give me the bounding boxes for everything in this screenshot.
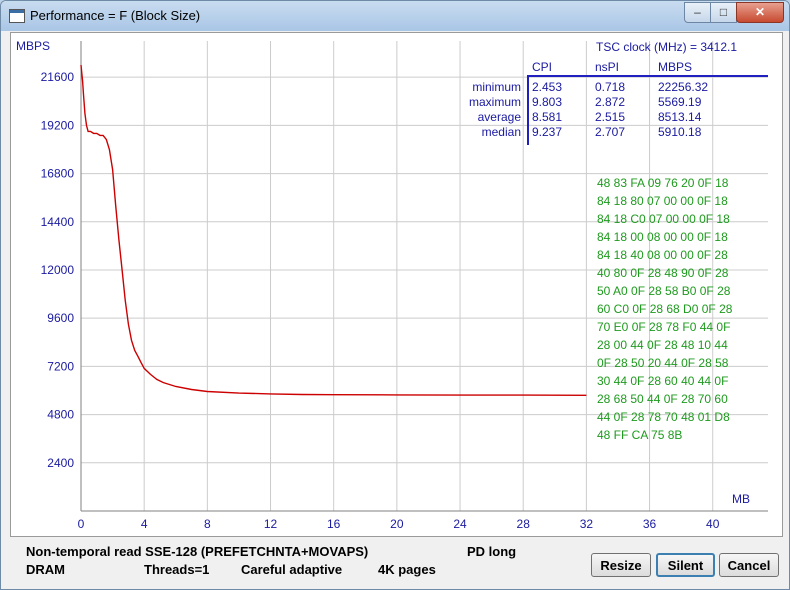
stats-mbps-value: 5910.18 — [658, 125, 702, 139]
y-tick-label: 2400 — [47, 456, 74, 470]
hex-dump-line: 50 A0 0F 28 58 B0 0F 28 — [597, 284, 731, 298]
hex-dump-line: 40 80 0F 28 48 90 0F 28 — [597, 266, 729, 280]
stats-nspi-value: 0.718 — [595, 80, 625, 94]
hex-dump-line: 70 E0 0F 28 78 F0 44 0F — [597, 320, 730, 334]
stats-header: MBPS — [658, 60, 692, 74]
stats-header: nsPI — [595, 60, 619, 74]
y-tick-label: 4800 — [47, 408, 74, 422]
window-title: Performance = F (Block Size) — [30, 8, 201, 23]
minimize-button[interactable]: – — [684, 2, 711, 23]
stats-mbps-value: 22256.32 — [658, 80, 708, 94]
stats-row-label: median — [482, 125, 521, 139]
hex-dump-line: 44 0F 28 78 70 48 01 D8 — [597, 410, 730, 424]
y-tick-label: 14400 — [41, 215, 75, 229]
x-tick-label: 32 — [580, 517, 594, 531]
pd-label: PD long — [467, 544, 517, 559]
maximize-button[interactable]: □ — [710, 2, 737, 23]
x-tick-label: 40 — [706, 517, 720, 531]
stats-row-label: maximum — [469, 95, 521, 109]
x-tick-label: 24 — [453, 517, 467, 531]
stats-cpi-value: 9.803 — [532, 95, 562, 109]
hex-dump-line: 28 68 50 44 0F 28 70 60 — [597, 392, 728, 406]
x-tick-label: 36 — [643, 517, 657, 531]
stats-header: CPI — [532, 60, 552, 74]
performance-chart: 0 4 8 12 16 20 24 28 32 36 40 2400 4800 7200 9600 12000… — [16, 39, 768, 531]
x-tick-label: 28 — [517, 517, 531, 531]
title-bar[interactable]: Performance = F (Block Size) – □ ✕ — [1, 1, 789, 31]
cancel-button[interactable]: Cancel — [719, 553, 779, 577]
hex-dump-line: 28 00 44 0F 28 48 10 44 — [597, 338, 728, 352]
hex-dump-line: 84 18 C0 07 00 00 0F 18 — [597, 212, 730, 226]
adaptive-label: Careful adaptive — [241, 562, 343, 577]
y-tick-label: 9600 — [47, 311, 74, 325]
memory-label: DRAM — [26, 562, 65, 577]
x-axis-label: MB — [732, 492, 750, 506]
stats-mbps-value: 8513.14 — [658, 110, 702, 124]
stats-nspi-value: 2.707 — [595, 125, 625, 139]
stats-row-label: minimum — [472, 80, 521, 94]
stats-mbps-value: 5569.19 — [658, 95, 702, 109]
y-tick-label: 7200 — [47, 359, 74, 373]
y-tick-label: 21600 — [41, 70, 75, 84]
hex-dump-line: 84 18 40 08 00 00 0F 28 — [597, 248, 728, 262]
stats-row-label: average — [478, 110, 522, 124]
mode-label: Non-temporal read SSE-128 (PREFETCHNTA+M… — [26, 544, 369, 559]
hex-dump-line: 30 44 0F 28 60 40 44 0F — [597, 374, 728, 388]
x-tick-label: 0 — [78, 517, 85, 531]
stats-nspi-value: 2.515 — [595, 110, 625, 124]
stats-cpi-value: 8.581 — [532, 110, 562, 124]
x-tick-label: 20 — [390, 517, 404, 531]
silent-button[interactable]: Silent — [656, 553, 715, 577]
stats-cpi-value: 9.237 — [532, 125, 562, 139]
y-tick-label: 19200 — [41, 118, 75, 132]
y-tick-label: 16800 — [41, 167, 75, 181]
hex-dump-line: 84 18 80 07 00 00 0F 18 — [597, 194, 728, 208]
stats-nspi-value: 2.872 — [595, 95, 625, 109]
y-tick-label: 12000 — [41, 263, 75, 277]
hex-dump-line: 0F 28 50 20 44 0F 28 58 — [597, 356, 729, 370]
x-tick-label: 16 — [327, 517, 341, 531]
performance-curve — [80, 65, 587, 396]
x-tick-label: 8 — [204, 517, 211, 531]
stats-cpi-value: 2.453 — [532, 80, 562, 94]
resize-button[interactable]: Resize — [591, 553, 651, 577]
pages-label: 4K pages — [378, 562, 436, 577]
hex-dump-line: 48 FF CA 75 8B — [597, 428, 682, 442]
x-tick-label: 12 — [264, 517, 278, 531]
y-axis-label: MBPS — [16, 39, 50, 53]
tsc-clock-label: TSC clock (MHz) = 3412.1 — [596, 40, 737, 54]
hex-dump-line: 84 18 00 08 00 00 0F 18 — [597, 230, 728, 244]
app-window-icon — [9, 9, 25, 23]
hex-dump-line: 48 83 FA 09 76 20 0F 18 — [597, 176, 729, 190]
threads-label: Threads=1 — [144, 562, 210, 577]
close-button[interactable]: ✕ — [736, 2, 784, 23]
x-tick-label: 4 — [141, 517, 148, 531]
hex-dump-line: 60 C0 0F 28 68 D0 0F 28 — [597, 302, 733, 316]
chart-area: 0 4 8 12 16 20 24 28 32 36 40 2400 4800 7200 9600 12000… — [10, 32, 783, 537]
